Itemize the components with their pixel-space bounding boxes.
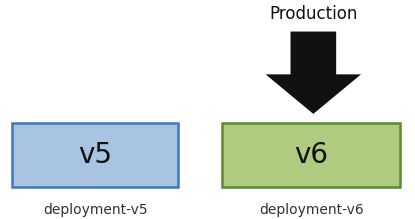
Text: v5: v5	[78, 141, 112, 169]
Text: v6: v6	[294, 141, 328, 169]
FancyBboxPatch shape	[12, 123, 178, 187]
Text: deployment-v6: deployment-v6	[259, 203, 364, 217]
FancyBboxPatch shape	[222, 123, 400, 187]
Text: Production: Production	[269, 5, 357, 23]
Text: deployment-v5: deployment-v5	[43, 203, 148, 217]
Polygon shape	[266, 32, 361, 114]
